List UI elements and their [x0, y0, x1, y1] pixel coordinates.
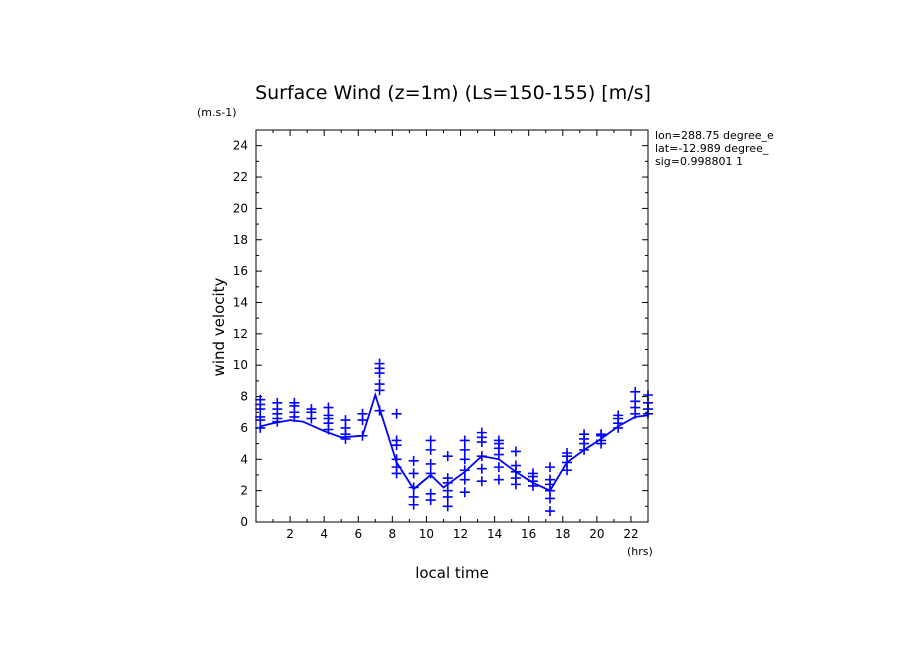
scatter-marker — [527, 468, 538, 479]
y-tick-label: 8 — [240, 390, 248, 404]
scatter-marker — [476, 463, 487, 474]
scatter-marker — [357, 408, 368, 419]
scatter-marker — [391, 435, 402, 446]
scatter-marker — [459, 487, 470, 498]
y-tick-label: 10 — [233, 358, 248, 372]
scatter-marker — [425, 435, 436, 446]
scatter-marker — [545, 506, 555, 517]
y-tick-label: 6 — [240, 421, 248, 435]
scatter-marker — [545, 462, 555, 473]
scatter-marker — [562, 448, 573, 459]
y-tick-label: 16 — [233, 264, 248, 278]
x-tick-label: 20 — [589, 527, 604, 541]
scatter-marker — [459, 454, 470, 465]
scatter-marker — [391, 454, 402, 465]
series-line-point — [340, 436, 343, 439]
scatter-marker — [408, 491, 419, 502]
scatter-marker — [408, 468, 419, 479]
y-tick-label: 0 — [240, 515, 248, 529]
x-tick-label: 2 — [286, 527, 294, 541]
plot-frame — [255, 129, 649, 523]
annotation-group: lon=288.75 degree_e lat=-12.989 degree_ … — [655, 129, 774, 168]
scatter-marker — [323, 402, 334, 413]
scatter-marker — [391, 408, 402, 419]
scatter-marker — [306, 404, 317, 415]
annotation-sig: sig=0.998801 1 — [655, 155, 743, 168]
series-line-point — [323, 430, 326, 432]
scatter-marker — [493, 462, 504, 473]
x-tick-label: 12 — [453, 527, 468, 541]
x-tick-label: 6 — [354, 527, 362, 541]
scatter-marker — [459, 474, 470, 485]
scatter-marker — [545, 474, 555, 485]
series-line-point — [301, 420, 304, 423]
scatter-marker — [459, 465, 470, 476]
scatter-marker — [425, 444, 436, 455]
series-line-point — [272, 422, 274, 425]
series-line-point — [374, 394, 377, 396]
annotation-lat: lat=-12.989 degree_ — [655, 142, 769, 155]
y-tick-label: 22 — [233, 170, 248, 184]
y-unit-label: (m.s-1) — [197, 106, 237, 119]
mark-group — [255, 358, 653, 517]
chart-title: Surface Wind (z=1m) (Ls=150-155) [m/s] — [255, 82, 651, 104]
scatter-marker — [289, 397, 300, 408]
x-tick-label: 22 — [623, 527, 638, 541]
scatter-marker — [374, 405, 385, 416]
tick-group — [256, 129, 649, 523]
y-tick-label: 4 — [240, 452, 248, 466]
scatter-marker — [442, 473, 453, 484]
scatter-marker — [459, 444, 470, 455]
scatter-marker — [408, 455, 419, 466]
scatter-marker — [357, 430, 368, 441]
y-tick-label: 12 — [233, 327, 248, 341]
x-tick-label: 18 — [555, 527, 570, 541]
x-tick-label: 4 — [320, 527, 328, 541]
scatter-marker — [510, 460, 521, 471]
scatter-marker — [425, 458, 436, 469]
scatter-marker — [630, 396, 641, 407]
scatter-marker — [476, 427, 487, 438]
x-tick-label: 14 — [487, 527, 502, 541]
scatter-marker — [579, 429, 590, 440]
y-tick-label: 2 — [240, 484, 248, 498]
x-axis-label: local time — [415, 564, 489, 582]
y-tick-label: 14 — [233, 295, 248, 309]
scatter-marker — [510, 446, 521, 457]
series-line — [260, 392, 649, 492]
scatter-marker — [374, 379, 385, 390]
scatter-marker — [408, 482, 419, 493]
scatter-marker — [476, 451, 487, 462]
y-tick-label: 24 — [233, 139, 248, 153]
x-tick-label: 10 — [419, 527, 434, 541]
series-line-point — [289, 419, 291, 421]
scatter-marker — [442, 501, 453, 512]
scatter-marker — [493, 435, 504, 446]
x-unit-label: (hrs) — [627, 545, 653, 558]
y-tick-label: 18 — [233, 233, 248, 247]
y-tick-label: 20 — [233, 201, 248, 215]
y-axis-label: wind velocity — [210, 277, 228, 376]
scatter-marker — [255, 394, 266, 405]
scatter-marker — [425, 488, 436, 499]
scatter-marker — [374, 358, 385, 369]
scatter-marker — [442, 451, 453, 462]
x-tick-label: 8 — [389, 527, 397, 541]
scatter-marker — [613, 410, 624, 421]
series-line-point — [442, 486, 445, 489]
scatter-marker — [425, 468, 436, 479]
annotation-clip — [780, 128, 904, 172]
scatter-marker — [596, 429, 607, 440]
scatter-marker — [459, 435, 470, 446]
scatter-marker — [340, 415, 351, 426]
scatter-marker — [272, 397, 283, 408]
annotation-lon: lon=288.75 degree_e — [655, 129, 774, 142]
x-tick-label: 16 — [521, 527, 536, 541]
scatter-marker — [630, 386, 641, 397]
scatter-marker — [476, 476, 487, 487]
scatter-marker — [493, 474, 504, 485]
